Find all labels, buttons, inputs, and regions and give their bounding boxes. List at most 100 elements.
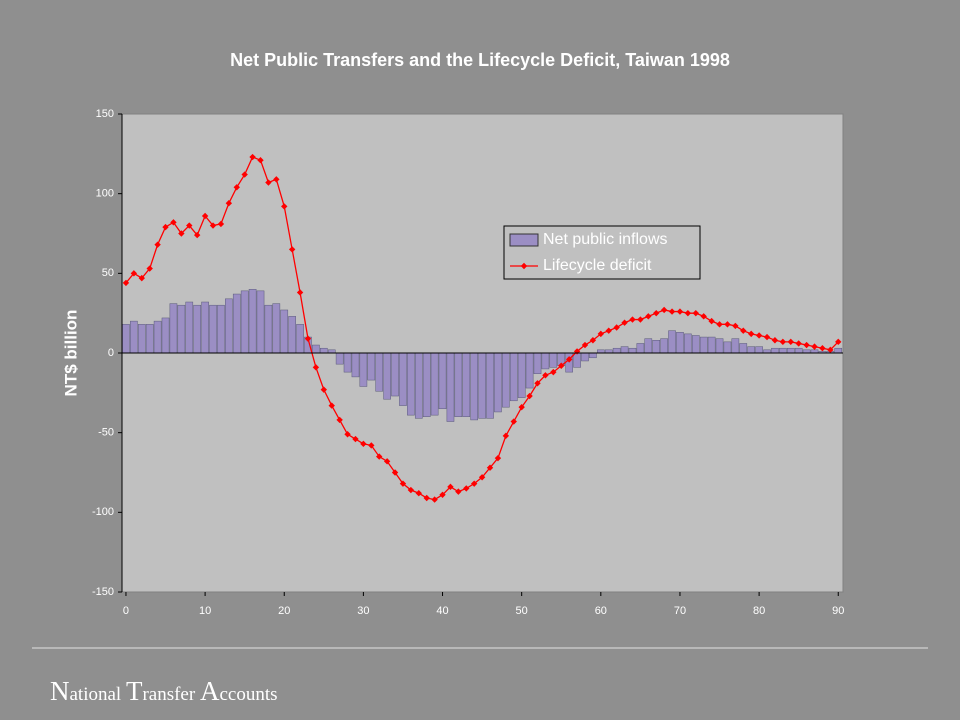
y-tick-label: 100 [96, 188, 114, 200]
bar [264, 304, 273, 354]
marker [383, 458, 391, 465]
bar [660, 338, 668, 354]
bar [620, 346, 629, 354]
marker [478, 474, 486, 481]
marker [217, 220, 225, 228]
marker [376, 453, 383, 460]
bar [739, 343, 748, 354]
marker [740, 327, 747, 334]
bar [153, 320, 162, 354]
bar [549, 352, 558, 368]
bar [462, 352, 471, 417]
bar [185, 301, 194, 354]
bar [391, 352, 399, 397]
bar [430, 352, 439, 416]
marker [835, 338, 842, 346]
bar [652, 340, 661, 354]
marker [257, 157, 264, 164]
bar [177, 304, 186, 354]
marker [494, 454, 502, 462]
bar [312, 344, 320, 354]
bar [786, 347, 795, 354]
marker [431, 496, 438, 503]
marker [605, 327, 612, 334]
marker [637, 316, 644, 323]
marker [645, 313, 652, 320]
y-tick-label: 150 [96, 108, 114, 120]
marker [328, 402, 335, 409]
legend-label: Lifecycle deficit [543, 257, 652, 274]
marker [281, 203, 288, 210]
bar [699, 336, 708, 354]
marker [621, 319, 628, 326]
marker [502, 432, 510, 440]
bar [684, 333, 692, 354]
x-tick-label: 20 [278, 605, 290, 617]
marker [273, 176, 280, 183]
marker [241, 171, 248, 178]
marker [154, 241, 161, 248]
marker [771, 337, 779, 344]
bar [359, 352, 368, 387]
marker [747, 330, 755, 338]
marker [550, 368, 557, 376]
marker [336, 416, 343, 424]
marker [193, 231, 201, 239]
marker [201, 212, 209, 220]
marker [787, 338, 794, 346]
bar [668, 330, 676, 354]
marker [130, 270, 138, 277]
marker [423, 494, 430, 502]
marker [186, 222, 193, 229]
marker [811, 343, 818, 350]
marker [542, 372, 549, 379]
bar [272, 303, 281, 354]
bar [351, 352, 360, 378]
marker [755, 332, 763, 339]
bar [422, 352, 431, 417]
marker [581, 341, 589, 349]
bar [130, 320, 138, 354]
bar [145, 324, 154, 354]
marker [763, 333, 771, 341]
marker [827, 346, 834, 354]
marker [795, 340, 802, 347]
x-tick-label: 30 [357, 605, 369, 617]
bar [343, 352, 352, 373]
marker [320, 386, 328, 393]
marker [510, 418, 517, 425]
bar [122, 324, 130, 354]
bar [478, 352, 486, 419]
bar [193, 304, 201, 354]
bar [438, 352, 447, 410]
bar [755, 346, 763, 354]
x-tick-label: 40 [436, 605, 448, 617]
bar [747, 346, 756, 354]
bar [715, 338, 724, 354]
y-tick-label: 0 [108, 347, 114, 359]
marker [304, 335, 312, 342]
marker [360, 440, 367, 448]
bar [589, 352, 597, 359]
legend-label: Net public inflows [543, 231, 668, 248]
bar [636, 343, 645, 354]
marker [684, 309, 692, 317]
marker [518, 403, 525, 411]
marker [178, 230, 185, 237]
bar [335, 352, 344, 365]
marker [597, 330, 605, 338]
bar [225, 298, 233, 354]
bar [454, 352, 463, 417]
bar [834, 347, 843, 354]
marker [692, 309, 699, 317]
bar [533, 352, 542, 374]
y-tick-label: -150 [92, 586, 114, 598]
bar [494, 352, 502, 413]
y-tick-label: -100 [92, 506, 114, 518]
marker [573, 348, 581, 355]
bar [137, 324, 146, 354]
marker [779, 338, 787, 346]
bar [375, 352, 384, 392]
